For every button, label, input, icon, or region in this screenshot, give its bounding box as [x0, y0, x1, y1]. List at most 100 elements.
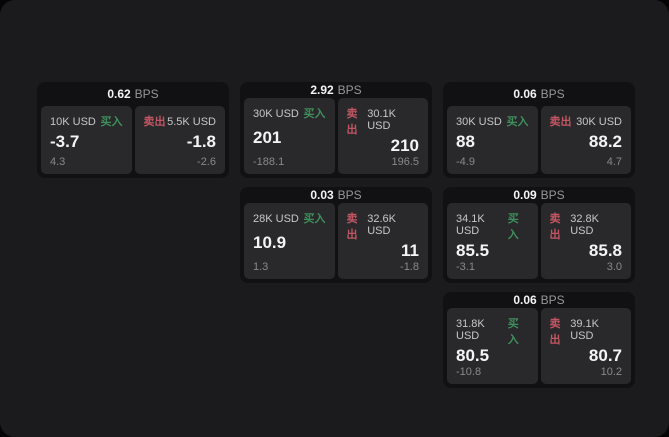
buy-tile[interactable]: 34.1K USD 买入 85.5 -3.1: [447, 203, 538, 279]
sell-delta: 3.0: [606, 261, 622, 273]
spread-card: 0.06 BPS 30K USD 买入 88 -4.9 卖出 30K USD 8…: [443, 82, 635, 178]
spread-card-header: 0.62 BPS: [41, 82, 225, 106]
sell-amount: 32.8K USD: [570, 213, 599, 238]
spread-card: 0.03 BPS 28K USD 买入 10.9 1.3 卖出 32.6K US…: [240, 187, 432, 283]
sell-price: 88.2: [588, 132, 622, 152]
sell-tile[interactable]: 卖出 32.8K USD 85.8 3.0: [540, 203, 631, 279]
spread-card: 0.62 BPS 10K USD 买入 -3.7 4.3 卖出 5.5K USD…: [37, 82, 229, 178]
bps-value: 0.06: [513, 87, 537, 101]
buy-tile[interactable]: 28K USD 买入 10.9 1.3: [244, 203, 335, 279]
sell-tile-top: 卖出 30K USD: [550, 113, 623, 129]
sell-delta: 10.2: [600, 366, 622, 378]
spread-card: 2.92 BPS 30K USD 买入 201 -188.1 卖出 30.1K …: [240, 82, 432, 178]
sell-delta: -1.8: [400, 261, 419, 273]
sell-delta: 196.5: [391, 156, 419, 168]
buy-tile-top: 30K USD 买入: [456, 113, 529, 129]
buy-delta: 1.3: [253, 261, 269, 273]
buy-tile-top: 28K USD 买入: [253, 210, 326, 226]
bps-value: 0.06: [513, 293, 537, 308]
sell-price: 11: [401, 241, 419, 261]
sell-side-label: 卖出: [549, 318, 561, 347]
spread-card-body: 31.8K USD 买入 80.5 -10.8 卖出 39.1K USD 80.…: [447, 308, 631, 384]
buy-side-label: 买入: [303, 108, 326, 121]
buy-delta: -10.8: [456, 366, 482, 378]
buy-price: -3.7: [50, 132, 80, 152]
sell-amount: 30K USD: [576, 116, 622, 128]
spread-card-body: 34.1K USD 买入 85.5 -3.1 卖出 32.8K USD 85.8…: [447, 203, 631, 279]
sell-tile[interactable]: 卖出 39.1K USD 80.7 10.2: [540, 308, 631, 384]
spread-card-header: 0.06 BPS: [447, 292, 631, 308]
buy-tile[interactable]: 31.8K USD 买入 80.5 -10.8: [447, 308, 538, 384]
sell-amount: 30.1K USD: [367, 108, 396, 133]
sell-price: 210: [390, 136, 419, 156]
sell-tile-top: 卖出 32.6K USD: [347, 210, 420, 242]
spread-card: 0.09 BPS 34.1K USD 买入 85.5 -3.1 卖出 32.8K…: [443, 187, 635, 283]
buy-delta: 4.3: [50, 156, 66, 168]
buy-delta: -188.1: [253, 156, 285, 168]
bps-value: 0.03: [310, 188, 334, 203]
spread-card-header: 0.06 BPS: [447, 82, 631, 106]
buy-price: 10.9: [253, 233, 287, 253]
sell-side-label: 卖出: [549, 213, 561, 242]
buy-price: 88: [456, 132, 475, 152]
buy-amount: 28K USD: [253, 213, 299, 226]
buy-tile[interactable]: 10K USD 买入 -3.7 4.3: [41, 106, 132, 174]
spread-card-header: 0.09 BPS: [447, 187, 631, 203]
buy-tile-top: 10K USD 买入: [50, 113, 123, 129]
buy-side-label: 买入: [303, 213, 326, 226]
spread-card-header: 0.03 BPS: [244, 187, 428, 203]
sell-tile-top: 卖出 39.1K USD: [550, 315, 623, 347]
sell-tile[interactable]: 卖出 5.5K USD -1.8 -2.6: [134, 106, 225, 174]
sell-side-label: 卖出: [346, 213, 358, 242]
sell-price: 85.8: [588, 241, 622, 261]
buy-side-label: 买入: [506, 116, 529, 128]
sell-side-label: 卖出: [143, 116, 166, 128]
bps-value: 0.09: [513, 188, 537, 203]
buy-amount: 30K USD: [253, 108, 299, 121]
buy-price: 85.5: [456, 241, 490, 261]
buy-tile[interactable]: 30K USD 买入 201 -188.1: [244, 98, 335, 174]
sell-side-label: 卖出: [549, 116, 572, 128]
bps-unit: BPS: [540, 87, 565, 101]
sell-price: -1.8: [186, 132, 216, 152]
sell-price: 80.7: [588, 346, 622, 366]
buy-tile-top: 31.8K USD 买入: [456, 315, 529, 347]
sell-tile-top: 卖出 32.8K USD: [550, 210, 623, 242]
sell-tile[interactable]: 卖出 30K USD 88.2 4.7: [540, 106, 631, 174]
sell-amount: 39.1K USD: [570, 318, 599, 343]
sell-delta: -2.6: [197, 156, 216, 168]
bps-unit: BPS: [540, 188, 565, 203]
sell-tile[interactable]: 卖出 32.6K USD 11 -1.8: [337, 203, 428, 279]
spread-card-header: 2.92 BPS: [244, 82, 428, 98]
sell-tile-top: 卖出 5.5K USD: [144, 113, 217, 129]
buy-delta: -4.9: [456, 156, 475, 168]
cards-grid: 0.62 BPS 10K USD 买入 -3.7 4.3 卖出 5.5K USD…: [37, 82, 635, 388]
sell-delta: 4.7: [606, 156, 622, 168]
sell-tile[interactable]: 卖出 30.1K USD 210 196.5: [337, 98, 428, 174]
buy-side-label: 买入: [507, 318, 519, 347]
buy-side-label: 买入: [100, 116, 123, 128]
buy-side-label: 买入: [507, 213, 519, 242]
bps-unit: BPS: [540, 293, 565, 308]
spread-card-body: 10K USD 买入 -3.7 4.3 卖出 5.5K USD -1.8 -2.…: [41, 106, 225, 174]
bps-unit: BPS: [134, 87, 159, 101]
buy-price: 201: [253, 128, 282, 148]
buy-tile-top: 34.1K USD 买入: [456, 210, 529, 242]
buy-amount: 31.8K USD: [456, 318, 485, 343]
buy-amount: 10K USD: [50, 116, 96, 128]
spread-card-body: 30K USD 买入 88 -4.9 卖出 30K USD 88.2 4.7: [447, 106, 631, 174]
sell-tile-top: 卖出 30.1K USD: [347, 105, 420, 137]
sell-side-label: 卖出: [346, 108, 358, 137]
buy-tile-top: 30K USD 买入: [253, 105, 326, 121]
buy-amount: 34.1K USD: [456, 213, 485, 238]
buy-delta: -3.1: [456, 261, 475, 273]
spread-card: 0.06 BPS 31.8K USD 买入 80.5 -10.8 卖出 39.1…: [443, 292, 635, 388]
buy-tile[interactable]: 30K USD 买入 88 -4.9: [447, 106, 538, 174]
spread-card-body: 28K USD 买入 10.9 1.3 卖出 32.6K USD 11 -1.8: [244, 203, 428, 279]
bps-value: 0.62: [107, 87, 131, 101]
bps-unit: BPS: [337, 83, 362, 98]
bps-value: 2.92: [310, 83, 334, 98]
buy-amount: 30K USD: [456, 116, 502, 128]
sell-amount: 32.6K USD: [367, 213, 396, 238]
bps-unit: BPS: [337, 188, 362, 203]
